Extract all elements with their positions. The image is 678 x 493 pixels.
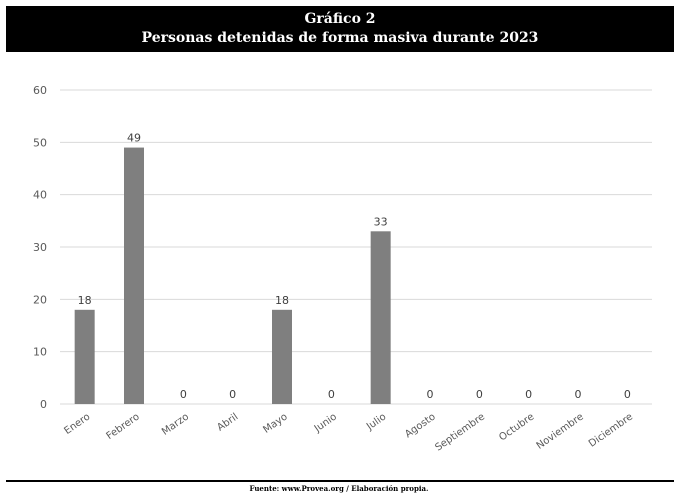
y-tick-label-20: 20 — [33, 293, 47, 306]
data-label-mayo: 18 — [275, 294, 289, 307]
data-label-julio: 33 — [374, 215, 388, 228]
data-label-junio: 0 — [328, 388, 335, 401]
data-label-octubre: 0 — [525, 388, 532, 401]
data-label-enero: 18 — [78, 294, 92, 307]
y-tick-label-10: 10 — [33, 346, 47, 359]
data-label-abril: 0 — [229, 388, 236, 401]
data-label-agosto: 0 — [427, 388, 434, 401]
x-tick-label-abril: Abril — [215, 411, 240, 433]
y-tick-label-40: 40 — [33, 189, 47, 202]
bar-mayo — [272, 309, 292, 404]
data-label-noviembre: 0 — [575, 388, 582, 401]
y-tick-label-30: 30 — [33, 241, 47, 254]
y-tick-label-50: 50 — [33, 136, 47, 149]
chart-title-bar: Gráfico 2 Personas detenidas de forma ma… — [6, 6, 674, 52]
x-tick-label-julio: Julio — [364, 411, 388, 433]
data-label-marzo: 0 — [180, 388, 187, 401]
x-tick-label-diciembre: Diciembre — [587, 411, 635, 449]
y-tick-label-60: 60 — [33, 84, 47, 97]
x-tick-label-septiembre: Septiembre — [433, 411, 487, 453]
x-tick-label-octubre: Octubre — [497, 411, 536, 443]
footer-divider — [6, 480, 674, 482]
data-label-febrero: 49 — [127, 132, 141, 145]
source-note: Fuente: www.Provea.org / Elaboración pro… — [249, 484, 429, 493]
bar-julio — [370, 231, 391, 404]
data-label-septiembre: 0 — [476, 388, 483, 401]
x-tick-label-enero: Enero — [62, 411, 92, 437]
x-tick-label-noviembre: Noviembre — [535, 411, 586, 451]
y-tick-label-0: 0 — [40, 398, 47, 411]
chart-title-line1: Gráfico 2 — [304, 11, 376, 27]
chart-title-line2: Personas detenidas de forma masiva duran… — [141, 30, 539, 46]
bar-enero — [74, 309, 95, 404]
bar-febrero — [124, 147, 144, 405]
x-tick-label-febrero: Febrero — [104, 411, 141, 442]
x-tick-label-junio: Junio — [312, 411, 339, 435]
x-tick-label-mayo: Mayo — [261, 411, 289, 435]
x-tick-label-marzo: Marzo — [160, 411, 191, 437]
x-tick-label-agosto: Agosto — [403, 411, 438, 440]
bar-chart: 0 10 20 30 40 50 60 18 Enero 49 Febrero 0 Marzo 0 Abri… — [33, 84, 652, 454]
data-label-diciembre: 0 — [624, 388, 631, 401]
